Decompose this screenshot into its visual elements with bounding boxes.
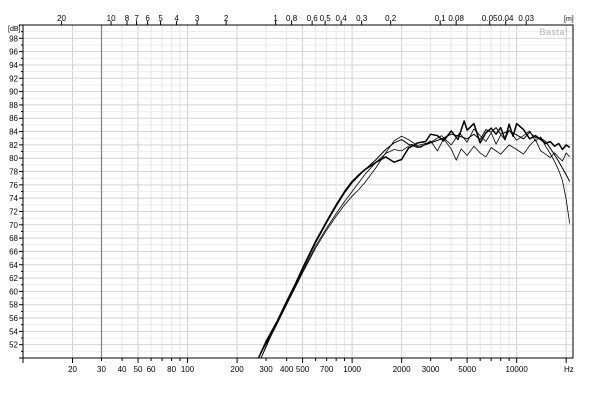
y-tick-label: 64 — [9, 261, 18, 270]
x-tick-label: 100 — [181, 365, 195, 374]
y-tick-label: 70 — [9, 221, 18, 230]
y-tick-label: 66 — [9, 247, 18, 256]
x-tick-label: 700 — [320, 365, 334, 374]
top-tick-label: 0.05 — [482, 14, 498, 23]
top-tick-label: 5 — [158, 14, 163, 23]
top-tick-label: 3 — [195, 14, 200, 23]
top-tick-label: 20 — [57, 14, 66, 23]
top-axis-unit-label: [m] — [564, 16, 574, 23]
y-tick-label: 82 — [9, 141, 18, 150]
x-tick-label: 1000 — [343, 365, 361, 374]
x-tick-label: 40 — [118, 365, 127, 374]
y-tick-label: 86 — [9, 114, 18, 123]
x-tick-label: 80 — [167, 365, 176, 374]
top-tick-label: 1 — [273, 14, 278, 23]
y-tick-label: 96 — [9, 48, 18, 57]
x-tick-label: 400 — [280, 365, 294, 374]
top-tick-label: 8 — [125, 14, 130, 23]
top-tick-label: 0.2 — [385, 14, 397, 23]
top-tick-label: 10 — [107, 14, 116, 23]
y-tick-label: 72 — [9, 207, 18, 216]
series-layer — [257, 120, 571, 359]
top-tick-label: 0.8 — [286, 14, 298, 23]
top-tick-label: 0.3 — [356, 14, 368, 23]
y-tick-label: 52 — [9, 341, 18, 350]
y-tick-label: 90 — [9, 88, 18, 97]
top-tick-label: 0.04 — [498, 14, 514, 23]
y-tick-label: 88 — [9, 101, 18, 110]
x-tick-label: 3000 — [422, 365, 440, 374]
top-tick-label: 6 — [145, 14, 150, 23]
x-tick-label: 20 — [68, 365, 77, 374]
top-tick-label: 2 — [224, 14, 229, 23]
top-tick-label: 0.03 — [518, 14, 534, 23]
y-tick-label: 58 — [9, 301, 18, 310]
x-tick-label: 30 — [97, 365, 106, 374]
x-tick-label: 300 — [259, 365, 273, 374]
x-tick-label: 2000 — [393, 365, 411, 374]
y-tick-label: 92 — [9, 74, 18, 83]
y-tick-label: 84 — [9, 128, 18, 137]
axis-layer: 5254565860626466687072747678808284868890… — [9, 14, 567, 374]
y-tick-label: 56 — [9, 314, 18, 323]
top-tick-label: 0.6 — [307, 14, 319, 23]
x-tick-label: 5000 — [458, 365, 476, 374]
y-tick-label: 94 — [9, 61, 18, 70]
y-tick-label: 98 — [9, 34, 18, 43]
y-tick-label: 54 — [9, 327, 18, 336]
top-tick-label: 0.1 — [435, 14, 447, 23]
y-tick-label: 62 — [9, 274, 18, 283]
y-tick-label: 60 — [9, 287, 18, 296]
x-tick-label: 200 — [230, 365, 244, 374]
x-tick-label: 500 — [296, 365, 310, 374]
top-tick-label: 7 — [134, 14, 139, 23]
x-axis-unit-label: Hz — [564, 365, 574, 374]
x-tick-label: 10000 — [506, 365, 529, 374]
top-tick-label: 4 — [174, 14, 179, 23]
top-tick-label: 0.08 — [448, 14, 464, 23]
watermark: Basta! — [539, 27, 568, 37]
x-tick-label: 50 — [134, 365, 143, 374]
series-line-4 — [260, 138, 571, 359]
top-tick-label: 0.4 — [336, 14, 348, 23]
x-tick-label: 60 — [147, 365, 156, 374]
top-tick-label: 0.5 — [320, 14, 332, 23]
y-axis-unit-label: [dB] — [8, 26, 21, 33]
y-tick-label: 78 — [9, 168, 18, 177]
y-tick-label: 68 — [9, 234, 18, 243]
y-tick-label: 80 — [9, 154, 18, 163]
y-tick-label: 74 — [9, 194, 18, 203]
y-tick-label: 76 — [9, 181, 18, 190]
series-line-3 — [260, 128, 571, 359]
